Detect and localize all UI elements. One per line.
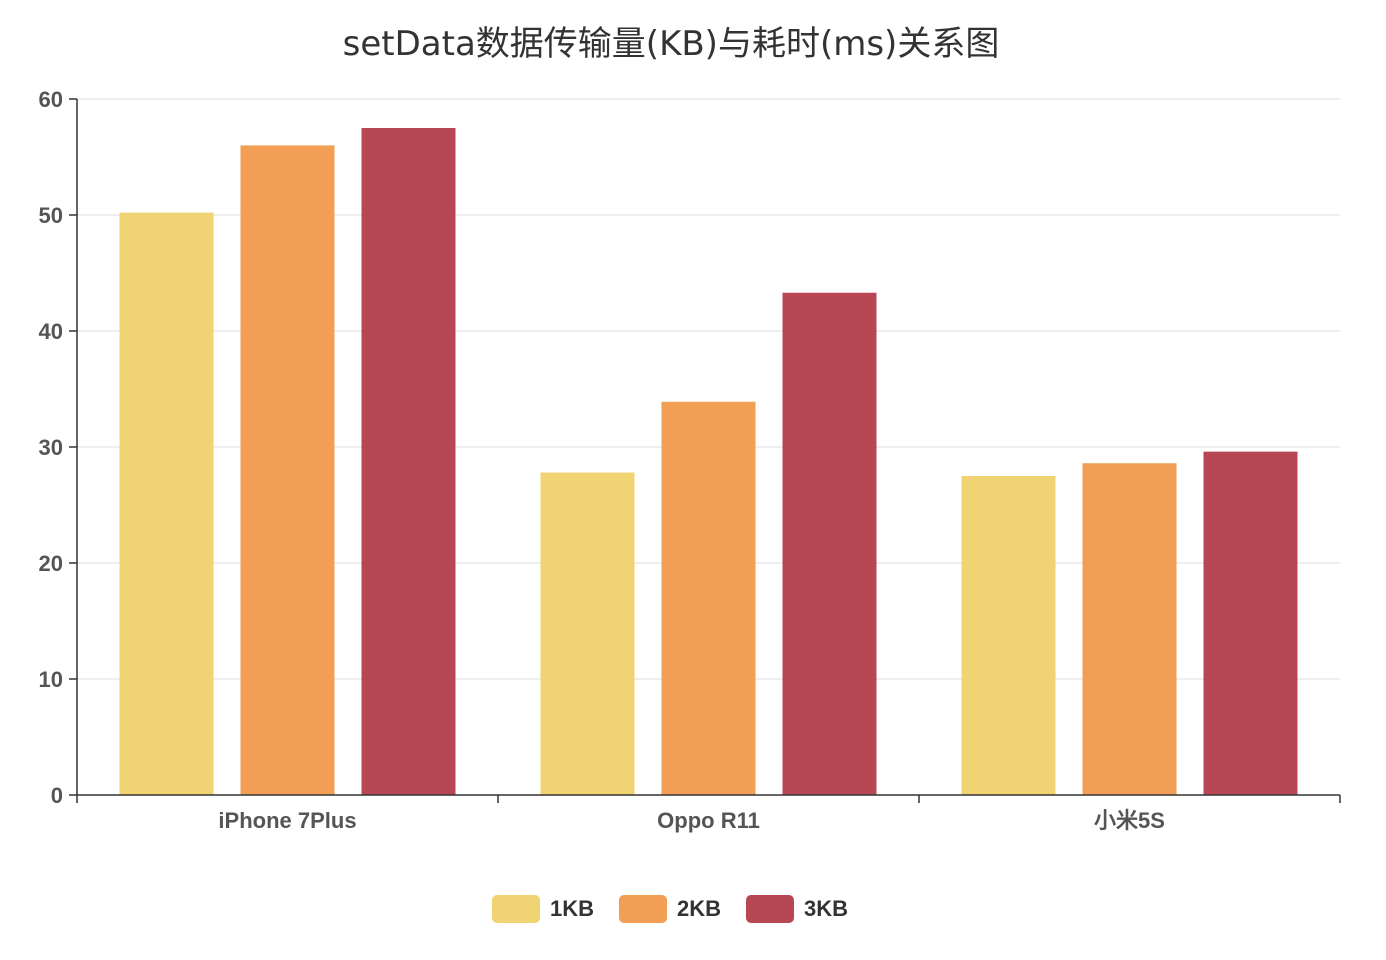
legend-item-1KB[interactable]: 1KB [492,895,594,923]
bar-3KB-1[interactable] [782,292,877,795]
x-axis-ticks: iPhone 7Plus Oppo R11 小米5S [76,795,1341,833]
legend-label: 2KB [677,896,721,921]
legend-swatch [492,895,540,923]
y-tick-label: 10 [39,667,63,692]
bar-2KB-1[interactable] [661,401,756,795]
bar-2KB-0[interactable] [240,145,335,795]
legend-swatch [746,895,794,923]
y-tick-label: 0 [51,783,63,808]
bar-3KB-0[interactable] [361,128,456,795]
x-tick-label: 小米5S [1094,808,1165,833]
y-tick-label: 50 [39,203,63,228]
legend-label: 3KB [804,896,848,921]
bar-2KB-2[interactable] [1082,463,1177,795]
x-tick-label: Oppo R11 [657,808,760,833]
legend[interactable]: 1KB 2KB 3KB [492,895,848,923]
legend-item-3KB[interactable]: 3KB [746,895,848,923]
bar-1KB-2[interactable] [961,476,1056,795]
chart-title: setData数据传输量(KB)与耗时(ms)关系图 [343,24,1000,64]
legend-item-2KB[interactable]: 2KB [619,895,721,923]
y-tick-label: 30 [39,435,63,460]
y-tick-label: 60 [39,87,63,112]
x-tick-label: iPhone 7Plus [218,808,356,833]
legend-swatch [619,895,667,923]
bar-1KB-0[interactable] [119,212,214,795]
y-tick-label: 20 [39,551,63,576]
legend-label: 1KB [550,896,594,921]
y-axis-ticks: 0 10 20 30 40 50 60 [39,87,77,808]
bar-3KB-2[interactable] [1203,451,1298,795]
y-tick-label: 40 [39,319,63,344]
bar-1KB-1[interactable] [540,472,635,795]
bars [119,128,1298,795]
